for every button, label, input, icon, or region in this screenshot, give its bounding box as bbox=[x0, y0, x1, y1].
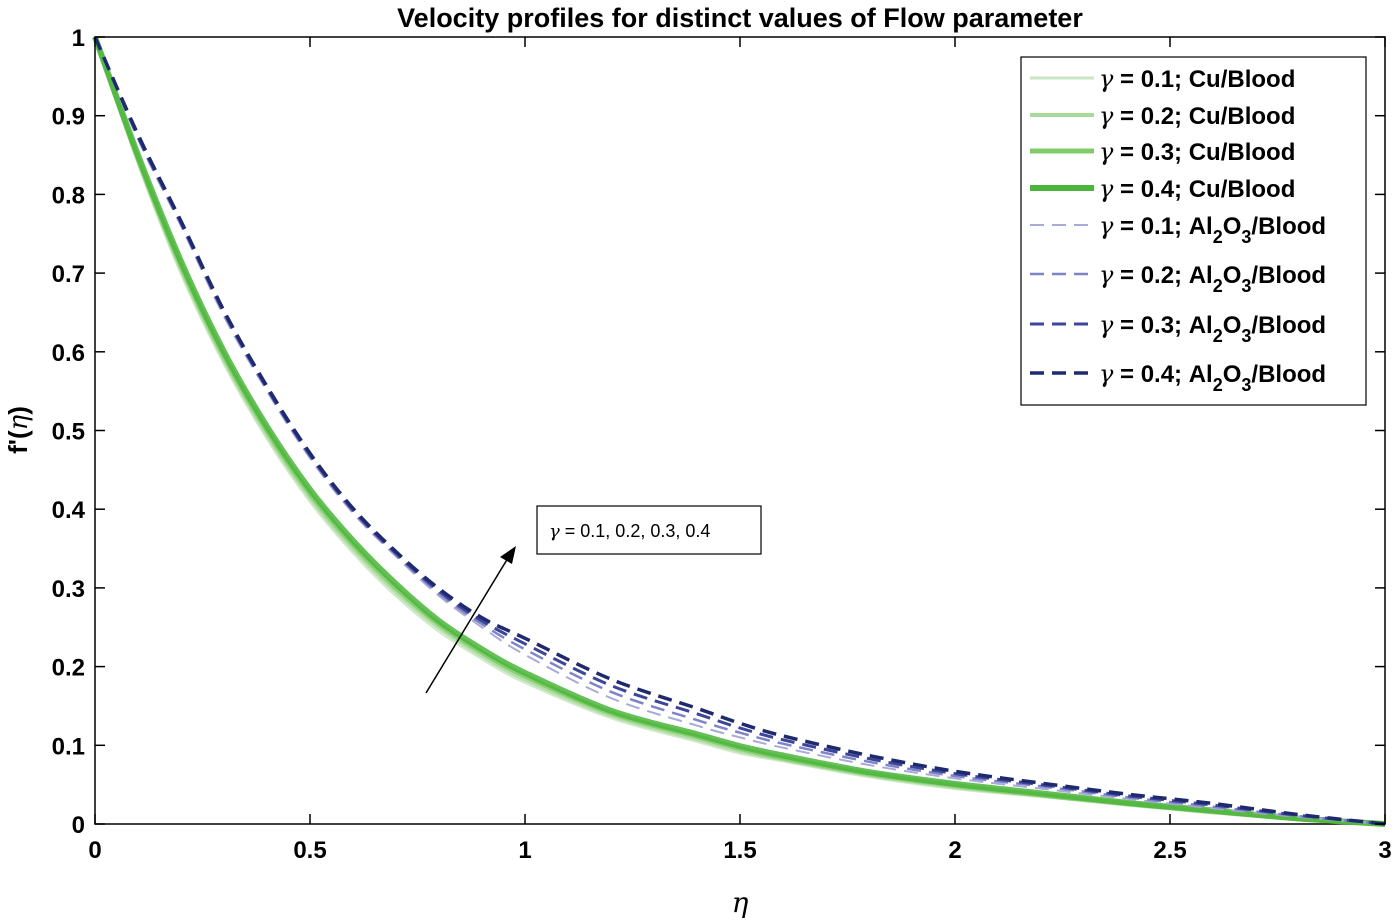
y-tick-label: 1 bbox=[72, 25, 85, 52]
y-tick-label: 0.6 bbox=[52, 340, 85, 367]
legend-entry: γ = 0.4; Cu/Blood bbox=[1099, 175, 1295, 203]
legend-entry: γ = 0.3; Al2O3/Blood bbox=[1099, 311, 1326, 346]
x-tick-label: 1.5 bbox=[723, 837, 756, 864]
legend-entry: γ = 0.2; Cu/Blood bbox=[1099, 102, 1295, 130]
annotation-text: γ = 0.1, 0.2, 0.3, 0.4 bbox=[549, 521, 710, 542]
series-line bbox=[93, 36, 1386, 826]
y-tick-label: 0.8 bbox=[52, 182, 85, 209]
annotation-box bbox=[536, 505, 762, 555]
x-tick-label: 1 bbox=[518, 837, 531, 864]
x-tick-label: 0 bbox=[88, 837, 101, 864]
y-tick-label: 0.1 bbox=[52, 733, 85, 760]
chart-title: Velocity profiles for distinct values of… bbox=[397, 3, 1083, 33]
legend-entry: γ = 0.3; Cu/Blood bbox=[1099, 138, 1295, 166]
series-line bbox=[94, 36, 1386, 825]
annotation-arrowhead bbox=[500, 546, 516, 564]
y-tick-label: 0.4 bbox=[52, 497, 86, 524]
legend: γ = 0.1; Cu/Blood γ = 0.2; Cu/Blood γ = 0.… bbox=[1020, 56, 1367, 406]
legend-entry: γ = 0.2; Al2O3/Blood bbox=[1099, 261, 1326, 296]
y-axis-label-suffix: ) bbox=[3, 406, 33, 415]
annotation-values: = 0.1, 0.2, 0.3, 0.4 bbox=[560, 521, 711, 541]
y-axis-label-var: η bbox=[4, 414, 34, 430]
axis-ticks: 0 0.5 1 1.5 2 2.5 3 0 0.1 0.2 0.3 0.4 0.5 0.6 0.7 0.8 0.… bbox=[52, 25, 1392, 864]
annotation-arrow bbox=[425, 552, 512, 694]
y-tick-label: 0.7 bbox=[52, 261, 85, 288]
y-tick-label: 0.3 bbox=[52, 576, 85, 603]
legend-entry: γ = 0.4; Al2O3/Blood bbox=[1099, 360, 1326, 395]
y-axis-label: f'(η) bbox=[3, 406, 34, 454]
series-line bbox=[92, 35, 1386, 827]
legend-entry: γ = 0.1; Al2O3/Blood bbox=[1099, 212, 1326, 247]
y-axis-label-prefix: f'( bbox=[3, 430, 33, 454]
x-tick-label: 2 bbox=[948, 837, 961, 864]
legend-entry: γ = 0.1; Cu/Blood bbox=[1099, 65, 1295, 93]
x-tick-label: 3 bbox=[1378, 837, 1391, 864]
series-lines bbox=[92, 35, 1386, 827]
y-tick-label: 0.2 bbox=[52, 655, 85, 682]
x-tick-label: 2.5 bbox=[1153, 837, 1186, 864]
annotation-gamma: γ bbox=[549, 521, 560, 542]
y-tick-label: 0.9 bbox=[52, 104, 85, 131]
x-tick-label: 0.5 bbox=[293, 837, 326, 864]
y-tick-label: 0 bbox=[72, 812, 85, 839]
x-axis-label: η bbox=[732, 886, 749, 919]
gamma-annotation: γ = 0.1, 0.2, 0.3, 0.4 bbox=[425, 505, 762, 694]
y-tick-label: 0.5 bbox=[52, 419, 85, 446]
